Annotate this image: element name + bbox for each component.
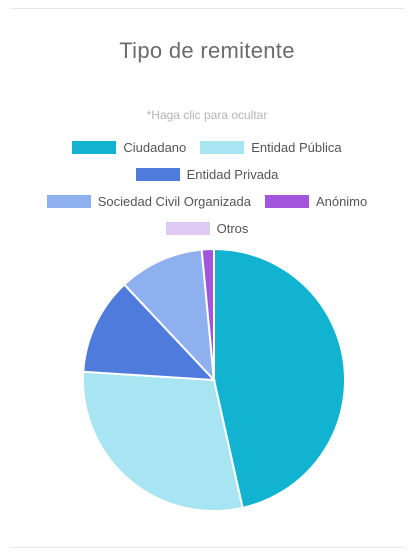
legend-label: Entidad Privada bbox=[186, 166, 279, 182]
chart-legend: Ciudadano Entidad Pública Entidad Privada S… bbox=[0, 136, 414, 244]
legend-label: Entidad Pública bbox=[251, 139, 342, 155]
legend-row: Sociedad Civil Organizada Anónimo bbox=[0, 190, 414, 212]
legend-swatch bbox=[165, 221, 210, 235]
legend-label: Ciudadano bbox=[123, 139, 187, 155]
legend-item-otros[interactable]: Otros bbox=[165, 220, 249, 236]
legend-swatch bbox=[264, 194, 309, 208]
legend-row: Entidad Privada bbox=[0, 163, 414, 185]
legend-swatch bbox=[72, 140, 117, 154]
pie-slice-sociedad-civil-organizada[interactable] bbox=[122, 248, 216, 383]
legend-label: Anónimo bbox=[315, 193, 368, 209]
legend-item-anonimo[interactable]: Anónimo bbox=[264, 193, 368, 209]
chart-title: Tipo de remitente bbox=[119, 38, 295, 63]
pie-slice-entidad-publica[interactable] bbox=[82, 370, 244, 513]
legend-label: Otros bbox=[216, 220, 249, 236]
chart-card bbox=[10, 8, 404, 548]
legend-swatch bbox=[135, 167, 180, 181]
legend-item-sociedad-civil-organizada[interactable]: Sociedad Civil Organizada bbox=[46, 193, 251, 209]
legend-swatch bbox=[46, 194, 91, 208]
legend-row: Otros bbox=[0, 217, 414, 239]
legend-hint: *Haga clic para ocultar bbox=[146, 108, 268, 122]
legend-row: Ciudadano Entidad Pública bbox=[0, 136, 414, 158]
legend-swatch bbox=[200, 140, 245, 154]
pie-slice-ciudadano[interactable] bbox=[213, 247, 347, 510]
legend-label: Sociedad Civil Organizada bbox=[97, 193, 251, 209]
legend-item-entidad-publica[interactable]: Entidad Pública bbox=[200, 139, 342, 155]
pie-slice-anonimo[interactable] bbox=[200, 247, 215, 381]
legend-item-entidad-privada[interactable]: Entidad Privada bbox=[135, 166, 279, 182]
legend-item-ciudadano[interactable]: Ciudadano bbox=[72, 140, 186, 155]
pie-slice-entidad-privada[interactable] bbox=[82, 283, 217, 382]
